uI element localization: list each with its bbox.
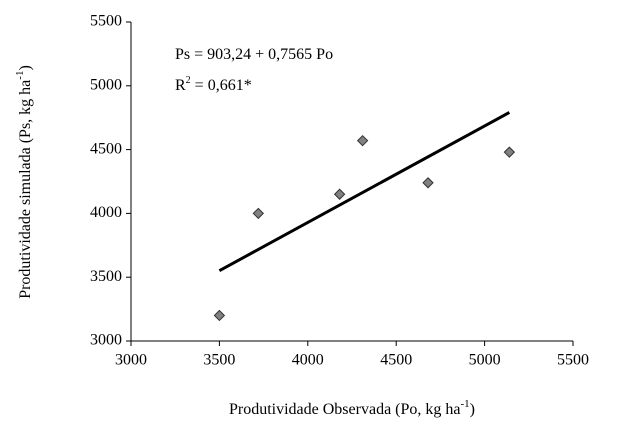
- x-label-tail: ): [470, 401, 475, 418]
- x-tick-label: 5000: [469, 352, 501, 369]
- data-point: [252, 207, 265, 220]
- data-point: [503, 146, 516, 158]
- y-label-sup: -1: [14, 71, 26, 80]
- data-point: [422, 177, 434, 189]
- x-label-text: Produtividade Observada (Po, kg ha: [229, 401, 461, 418]
- y-axis-label: Produtividade simulada (Ps, kg ha-1): [14, 65, 34, 299]
- y-tick-label: 4500: [90, 140, 122, 157]
- x-label-sup: -1: [461, 398, 470, 410]
- x-tick-label: 3500: [203, 352, 235, 369]
- x-tick-label: 4500: [380, 352, 412, 369]
- y-tick-label: 4000: [90, 204, 122, 221]
- y-tick-label: 5500: [90, 13, 122, 30]
- data-point: [356, 134, 369, 147]
- x-tick-label: 5500: [557, 352, 589, 369]
- equation: Ps = 903,24 + 0,7565 Po: [175, 46, 333, 63]
- equation-text: Ps = 903,24 + 0,7565 Po: [175, 46, 333, 63]
- r-squared: R2 = 0,661*: [175, 75, 252, 93]
- y-tick-label: 3000: [90, 332, 122, 349]
- y-tick-label: 3500: [90, 268, 122, 285]
- data-point: [333, 188, 346, 200]
- r-value: = 0,661*: [191, 77, 252, 94]
- y-label-text: Produtividade simulada (Ps, kg ha: [17, 80, 34, 299]
- trend-line: [218, 111, 511, 273]
- r-text: R: [175, 77, 186, 94]
- x-axis-label: Produtividade Observada (Po, kg ha-1): [229, 398, 475, 418]
- x-tick-label: 3000: [115, 352, 147, 369]
- r-sup: 2: [186, 75, 191, 86]
- y-tick-label: 5000: [90, 76, 122, 93]
- data-point: [213, 309, 226, 322]
- x-tick-label: 4000: [292, 352, 324, 369]
- y-label-tail: ): [17, 65, 34, 70]
